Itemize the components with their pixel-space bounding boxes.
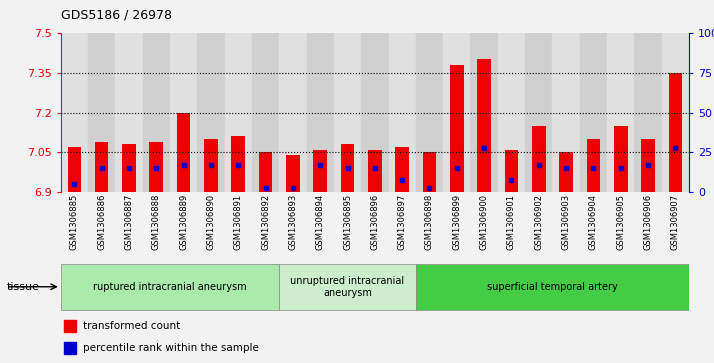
Bar (286, 155, 300, 192)
Bar (61, 264, 279, 310)
Bar (662, 33, 689, 192)
Bar (341, 144, 354, 192)
Bar (122, 144, 136, 192)
Bar (64, 342, 76, 354)
Bar (614, 126, 628, 192)
Bar (443, 33, 471, 192)
Bar (396, 147, 409, 192)
Bar (361, 33, 388, 192)
Text: percentile rank within the sample: percentile rank within the sample (83, 343, 258, 353)
Bar (607, 33, 634, 192)
Bar (450, 65, 463, 192)
Bar (423, 152, 436, 192)
Bar (231, 136, 245, 192)
Bar (149, 142, 163, 192)
Bar (505, 150, 518, 192)
Bar (313, 150, 327, 192)
Bar (116, 33, 143, 192)
Bar (471, 33, 498, 192)
Bar (368, 150, 382, 192)
Bar (258, 152, 273, 192)
Bar (95, 142, 109, 192)
Bar (334, 33, 361, 192)
Bar (634, 33, 662, 192)
Bar (252, 33, 279, 192)
Bar (88, 33, 116, 192)
Bar (416, 33, 443, 192)
Bar (416, 264, 689, 310)
Text: tissue: tissue (7, 282, 40, 292)
Bar (559, 152, 573, 192)
Bar (477, 59, 491, 192)
Text: GDS5186 / 26978: GDS5186 / 26978 (61, 9, 171, 22)
Bar (498, 33, 525, 192)
Bar (279, 264, 416, 310)
Bar (68, 147, 81, 192)
Bar (64, 320, 76, 333)
Bar (61, 33, 88, 192)
Bar (279, 33, 306, 192)
Text: transformed count: transformed count (83, 321, 180, 331)
Bar (306, 33, 334, 192)
Bar (170, 33, 197, 192)
Bar (553, 33, 580, 192)
Bar (225, 33, 252, 192)
Text: superficial temporal artery: superficial temporal artery (487, 282, 618, 292)
Bar (388, 33, 416, 192)
Bar (668, 73, 682, 192)
Text: unruptured intracranial
aneurysm: unruptured intracranial aneurysm (291, 276, 405, 298)
Bar (177, 113, 191, 192)
Bar (587, 139, 600, 192)
Bar (532, 126, 545, 192)
Bar (204, 139, 218, 192)
Bar (580, 33, 607, 192)
Bar (197, 33, 225, 192)
Bar (641, 139, 655, 192)
Bar (525, 33, 553, 192)
Text: ruptured intracranial aneurysm: ruptured intracranial aneurysm (93, 282, 247, 292)
Bar (143, 33, 170, 192)
